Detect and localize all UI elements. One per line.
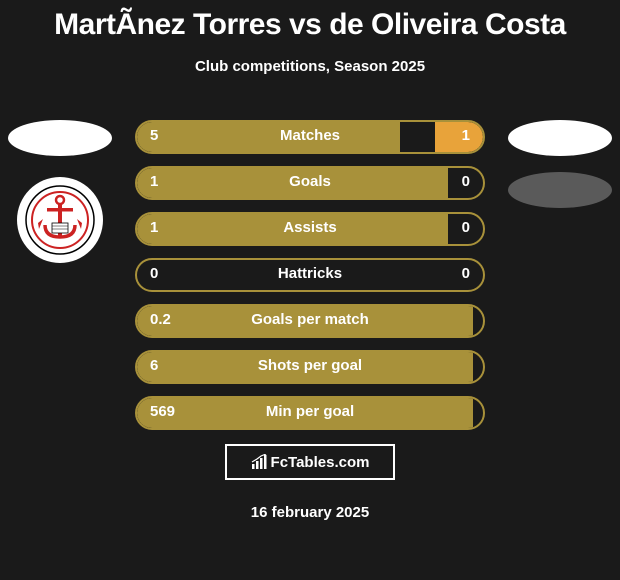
stat-row: 00Hattricks bbox=[0, 258, 620, 304]
page-title: MartÃ­nez Torres vs de Oliveira Costa bbox=[0, 0, 620, 42]
stat-label: Goals per match bbox=[135, 311, 485, 328]
date-label: 16 february 2025 bbox=[0, 504, 620, 521]
stat-label: Hattricks bbox=[135, 265, 485, 282]
stat-label: Goals bbox=[135, 173, 485, 190]
stat-row: 569Min per goal bbox=[0, 396, 620, 442]
chart-icon bbox=[251, 454, 267, 470]
stat-label: Min per goal bbox=[135, 403, 485, 420]
stat-row: 0.2Goals per match bbox=[0, 304, 620, 350]
stat-row: 6Shots per goal bbox=[0, 350, 620, 396]
stat-label: Matches bbox=[135, 127, 485, 144]
stats-table: 51Matches10Goals10Assists00Hattricks0.2G… bbox=[0, 120, 620, 442]
stat-label: Shots per goal bbox=[135, 357, 485, 374]
stat-row: 10Assists bbox=[0, 212, 620, 258]
brand-text: FcTables.com bbox=[271, 454, 370, 471]
subtitle: Club competitions, Season 2025 bbox=[0, 58, 620, 75]
stat-label: Assists bbox=[135, 219, 485, 236]
comparison-card: MartÃ­nez Torres vs de Oliveira Costa Cl… bbox=[0, 0, 620, 580]
stat-row: 51Matches bbox=[0, 120, 620, 166]
stat-row: 10Goals bbox=[0, 166, 620, 212]
brand-attribution: FcTables.com bbox=[225, 444, 395, 480]
